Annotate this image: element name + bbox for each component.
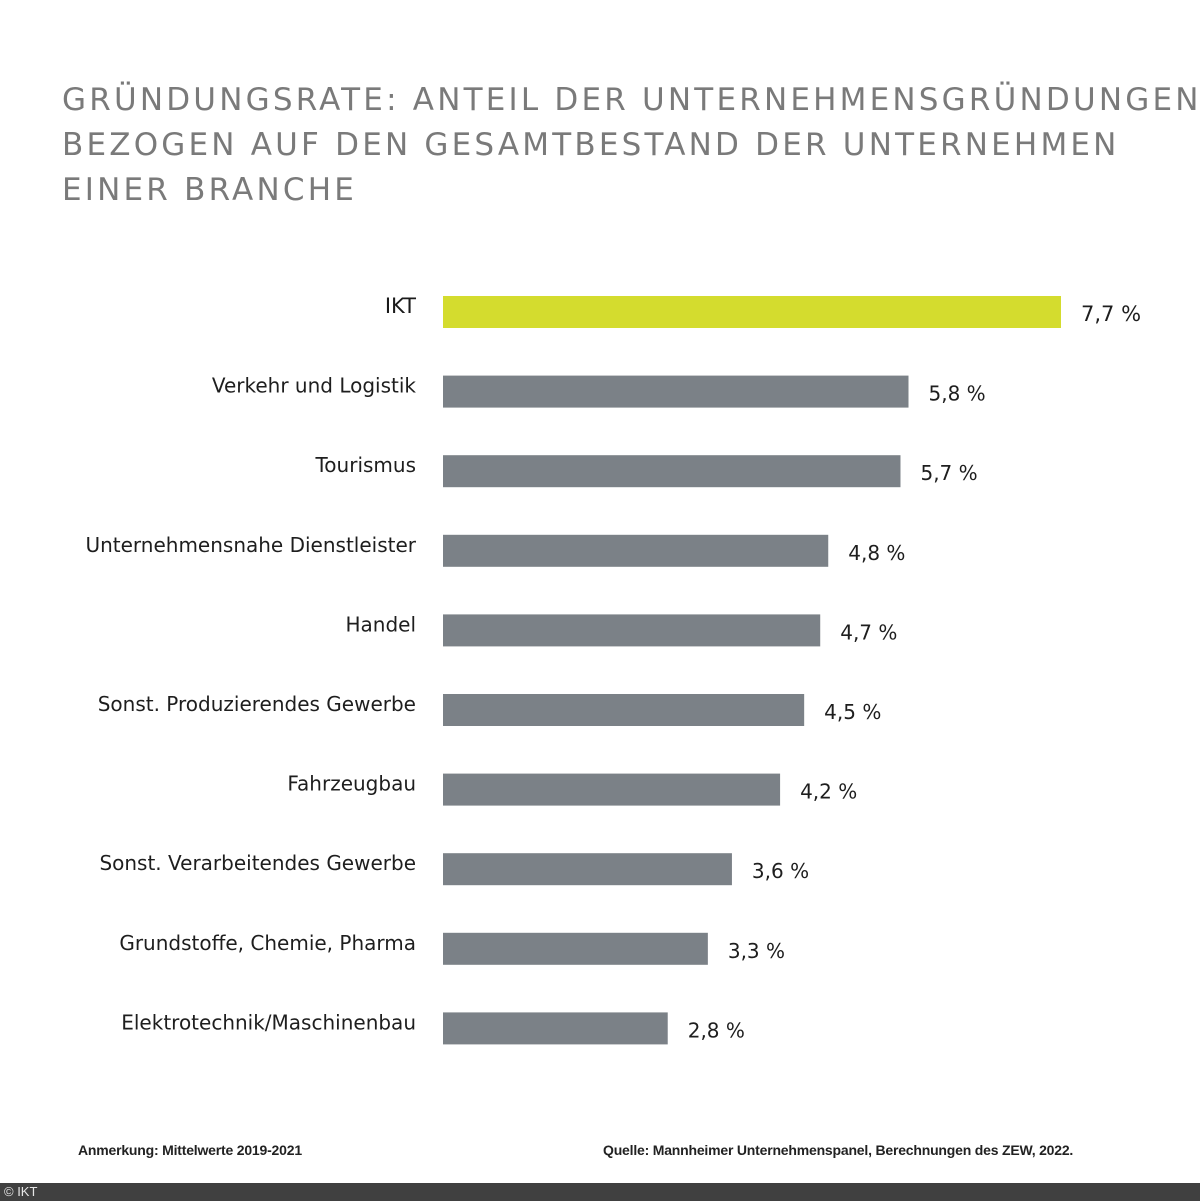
category-label: Grundstoffe, Chemie, Pharma bbox=[119, 931, 416, 955]
value-label: 3,6 % bbox=[752, 859, 809, 883]
value-label: 5,7 % bbox=[920, 461, 977, 485]
value-label: 4,5 % bbox=[824, 700, 881, 724]
bar bbox=[443, 694, 805, 726]
bar bbox=[443, 534, 829, 567]
bar-group: Fahrzeugbau 4,2 % bbox=[287, 772, 857, 806]
value-label: 2,8 % bbox=[688, 1018, 745, 1042]
bar bbox=[443, 1012, 668, 1045]
value-label: 5,8 % bbox=[929, 382, 986, 406]
category-label: IKT bbox=[385, 294, 416, 318]
bar-group: Tourismus 5,7 % bbox=[314, 453, 978, 488]
chart-title-line-2: BEZOGEN AUF DEN GESAMTBESTAND DER UNTERN… bbox=[62, 127, 1120, 163]
category-label: Verkehr und Logistik bbox=[212, 374, 417, 398]
bar bbox=[443, 853, 732, 886]
category-label: Elektrotechnik/Maschinenbau bbox=[121, 1010, 416, 1034]
category-label: Unternehmensnahe Dienstleister bbox=[85, 533, 416, 557]
bar-group: Sonst. Verarbeitendes Gewerbe 3,6 % bbox=[99, 851, 809, 886]
annotation-note: Anmerkung: Mittelwerte 2019-2021 bbox=[78, 1142, 302, 1158]
bar-group: Sonst. Produzierendes Gewerbe 4,5 % bbox=[98, 692, 881, 726]
bar-group: Verkehr und Logistik 5,8 % bbox=[212, 374, 986, 408]
bar-group: IKT 7,7 % bbox=[385, 294, 1141, 328]
bar-group: Elektrotechnik/Maschinenbau 2,8 % bbox=[121, 1010, 745, 1045]
category-label: Sonst. Verarbeitendes Gewerbe bbox=[99, 851, 416, 875]
chart-title-line-1: GRÜNDUNGSRATE: ANTEIL DER UNTERNEHMENSGR… bbox=[62, 82, 1200, 118]
category-label: Handel bbox=[345, 612, 416, 636]
source-note: Quelle: Mannheimer Unternehmenspanel, Be… bbox=[603, 1142, 1074, 1158]
category-label: Fahrzeugbau bbox=[287, 772, 416, 796]
value-label: 3,3 % bbox=[728, 939, 785, 963]
bar bbox=[443, 614, 821, 647]
value-label: 4,8 % bbox=[848, 541, 905, 565]
category-label: Sonst. Produzierendes Gewerbe bbox=[98, 692, 416, 716]
value-label: 4,7 % bbox=[840, 620, 897, 644]
value-label: 7,7 % bbox=[1081, 302, 1141, 326]
bar-group: Unternehmensnahe Dienstleister 4,8 % bbox=[85, 533, 905, 567]
category-label: Tourismus bbox=[314, 453, 416, 477]
bar bbox=[443, 455, 901, 488]
bar bbox=[443, 375, 909, 408]
value-label: 4,2 % bbox=[800, 780, 857, 804]
chart-title-line-3: EINER BRANCHE bbox=[62, 172, 357, 208]
bar bbox=[443, 296, 1061, 328]
bar-group: Handel 4,7 % bbox=[345, 612, 897, 647]
copyright-label: © IKT bbox=[4, 1184, 38, 1199]
footer-bar: © IKT bbox=[0, 1183, 1200, 1201]
bar-group: Grundstoffe, Chemie, Pharma 3,3 % bbox=[119, 931, 785, 965]
bar bbox=[443, 932, 708, 965]
chart-title: GRÜNDUNGSRATE: ANTEIL DER UNTERNEHMENSGR… bbox=[62, 78, 1200, 213]
bar bbox=[443, 773, 781, 806]
